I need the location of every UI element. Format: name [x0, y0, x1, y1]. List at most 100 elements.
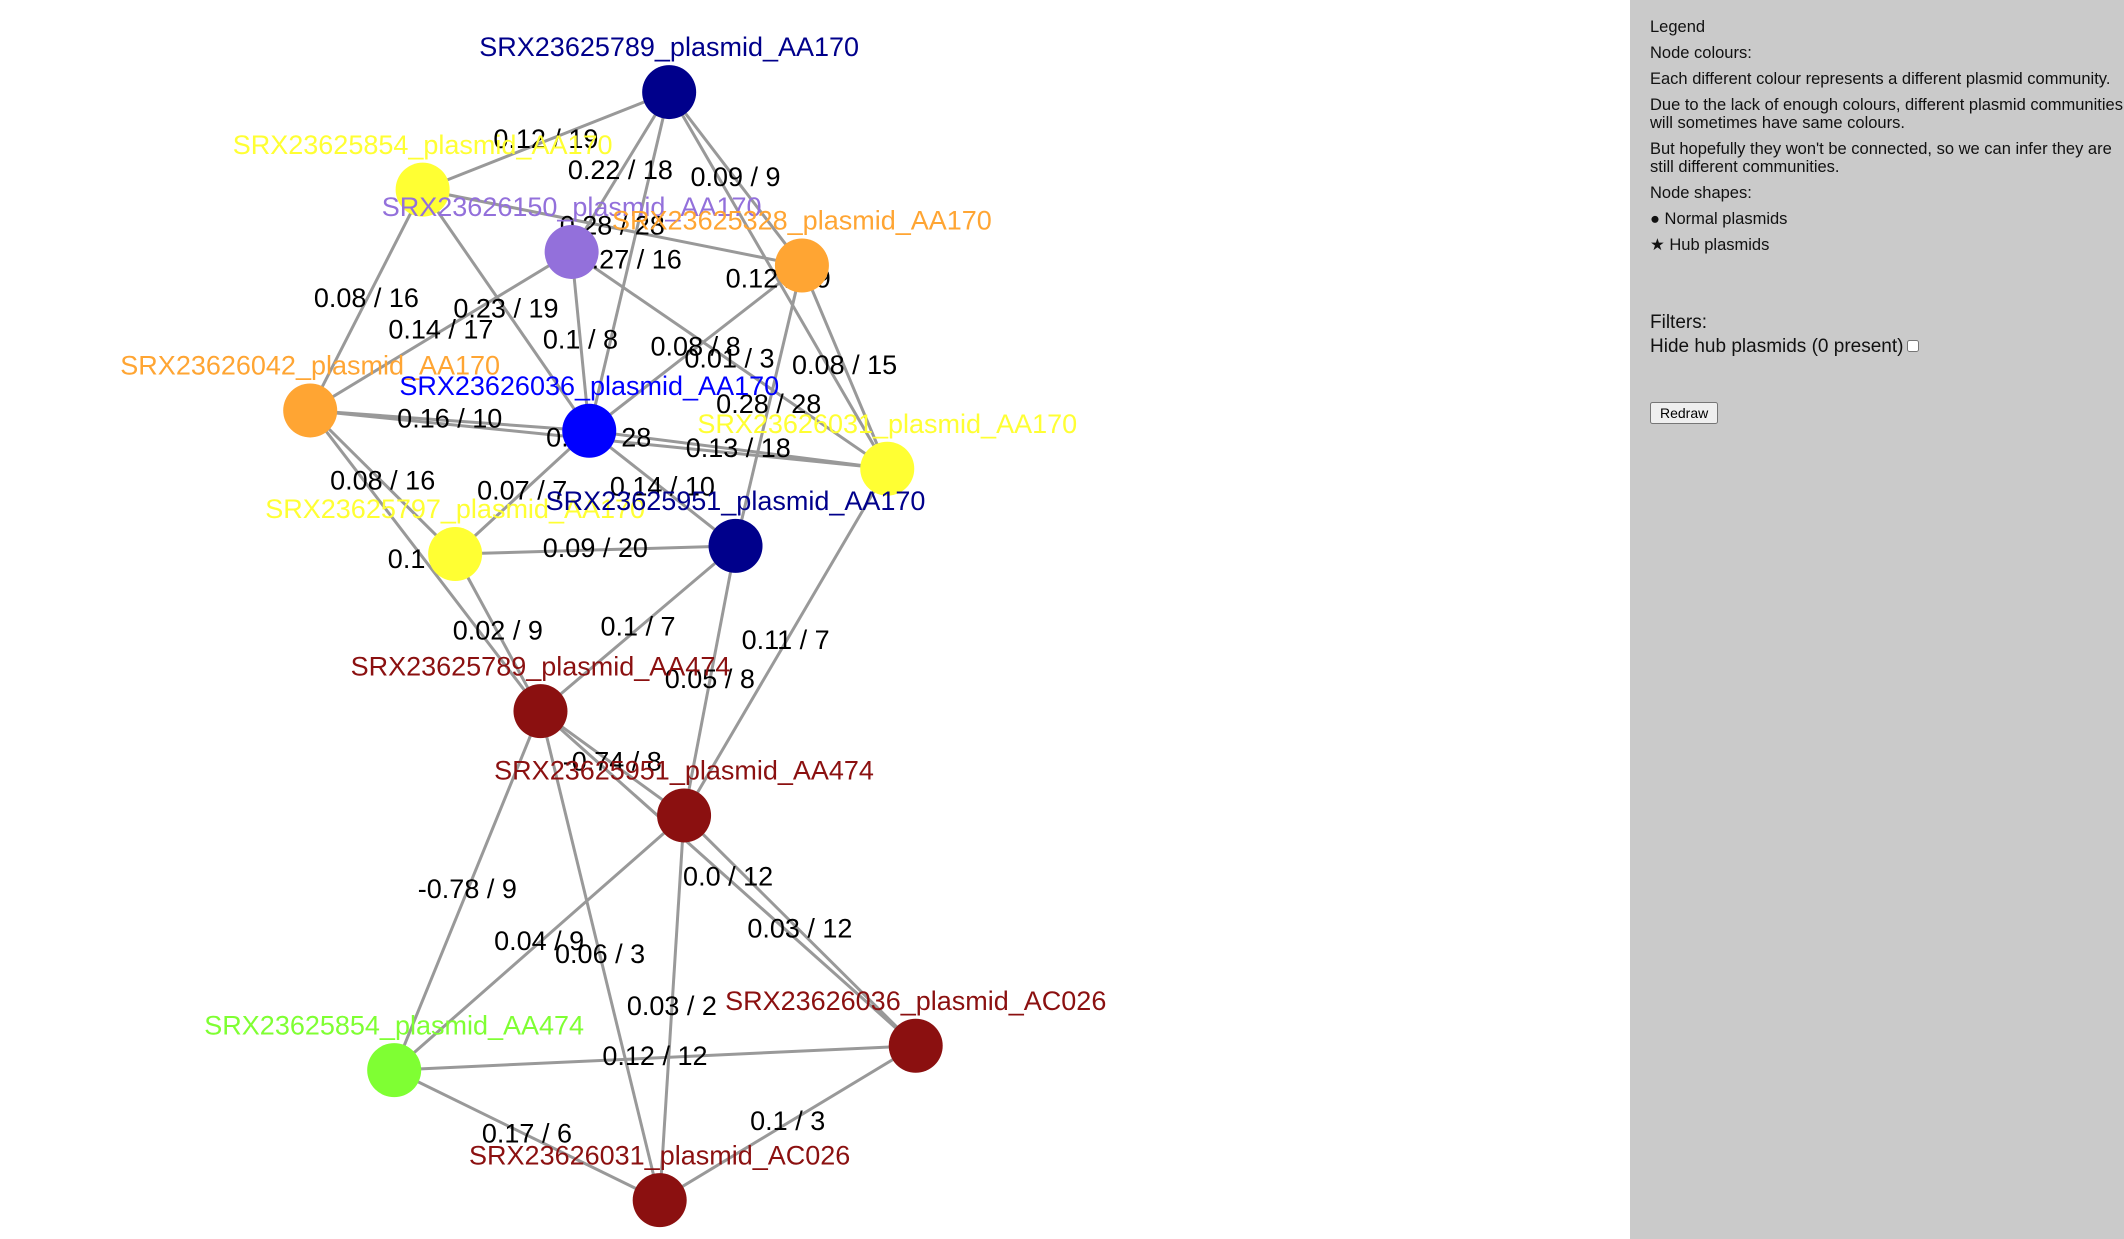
edge-label: 0.08 / 8 [651, 331, 741, 361]
legend-text: ★ Hub plasmids [1650, 236, 1770, 254]
edge-label: 0.12 / 12 [602, 1041, 707, 1071]
node [860, 441, 915, 496]
edge [800, 264, 889, 470]
edge-label: 0.02 / 9 [453, 616, 543, 646]
edge [308, 188, 424, 412]
filter-row: Hide hub plasmids (0 present) [1650, 336, 2124, 357]
edge [539, 710, 917, 1047]
edge [392, 710, 542, 1071]
node-label: SRX23625854_plasmid_AA170 [233, 130, 613, 160]
filters-title: Filters: [1650, 312, 1707, 333]
edge [570, 251, 591, 431]
node-label: SRX23625854_plasmid_AA474 [204, 1010, 584, 1040]
edge [539, 544, 737, 713]
node [888, 1018, 943, 1073]
edge-label: 0.09 / 9 [691, 162, 781, 192]
edge-label: 0.08 / 16 [314, 283, 419, 313]
node [774, 238, 829, 293]
node [395, 162, 450, 217]
edge [309, 409, 542, 713]
edge [588, 264, 803, 432]
node [642, 65, 697, 120]
edge-labels: -0.78 / 9 0.04 / 90.06 / 3 0.03 / 2 0.03 / … [314, 124, 897, 1148]
edge-label: 0.07 / 7 [477, 476, 567, 506]
legend-text: Due to the lack of enough colours, diffe… [1650, 96, 2123, 132]
edge [539, 709, 685, 817]
edge [539, 710, 662, 1201]
node-label: SRX23625797_plasmid_AA170 [265, 494, 645, 524]
node [544, 224, 599, 279]
edge [667, 91, 804, 267]
edge-label: 0.28 / 28 [716, 389, 821, 419]
node-label: SRX23626031_plasmid_AA170 [697, 409, 1077, 439]
edge-label: 0.06 / 3 [555, 939, 645, 969]
edge-label: 0.0 / 12 [683, 862, 773, 892]
node-label: SRX23625789_plasmid_AA170 [479, 32, 859, 62]
edge-label: 0.17 / 6 [482, 1118, 572, 1148]
edge-label: 0.11 / 7 [742, 625, 830, 655]
node [562, 403, 617, 458]
nodes: SRX23625789_plasmid_AA170 SRX23625854_pla… [120, 32, 1106, 1228]
edge-label: 0.1 / 8 [543, 324, 618, 354]
node [632, 1173, 687, 1228]
edge-label: 0.13 / 18 [686, 433, 791, 463]
edge [393, 814, 686, 1072]
node-label: SRX23626042_plasmid_AA170 [120, 351, 500, 381]
node [708, 518, 763, 573]
edge [421, 188, 591, 432]
edge-label: 0.03 / 12 [747, 914, 852, 944]
filter-label: Hide hub plasmids (0 present) [1650, 336, 1904, 357]
edge-label: 0.12 / 19 [493, 124, 598, 154]
edge-label: 0.04 / 9 [494, 926, 584, 956]
edges [308, 90, 917, 1202]
edge [422, 90, 670, 192]
node [428, 527, 483, 582]
edge-label: 0.01 / 3 [684, 343, 774, 373]
node-label: SRX23626031_plasmid_AC026 [469, 1140, 850, 1170]
edge-label: -0.74 / 8 [563, 746, 662, 776]
node-label: SRX23626036_plasmid_AA170 [399, 371, 779, 401]
edge-label: 0.16 / 10 [397, 404, 502, 434]
node-label: SRX23626036_plasmid_AC026 [725, 986, 1106, 1016]
edge-label: 0.1 / 3 [750, 1106, 825, 1136]
node-label: SRX23625328_plasmid_AA170 [612, 206, 992, 236]
network-graph: -0.78 / 9 0.04 / 90.06 / 3 0.03 / 2 0.03 / … [120, 32, 1106, 1228]
edge [570, 91, 671, 253]
edge [683, 814, 917, 1047]
edge-label: 0.14 / 10 [610, 471, 715, 501]
node [367, 1043, 422, 1098]
edge [394, 1044, 916, 1072]
node-label: SRX23625789_plasmid_AA474 [351, 651, 731, 681]
edge [734, 265, 804, 547]
edge-label: 0.09 / 20 [543, 533, 648, 563]
legend-heading: Node shapes: [1650, 184, 1752, 202]
node-label: SRX23625951_plasmid_AA170 [546, 486, 926, 516]
edge [453, 553, 542, 712]
edge [587, 91, 671, 432]
edge [682, 545, 738, 816]
edge [455, 544, 736, 556]
redraw-button[interactable]: Redraw [1650, 402, 1719, 424]
edge-label: 0.05 / 8 [665, 664, 755, 694]
legend-title: Legend [1650, 18, 1706, 36]
edge-label: 0.08 / 15 [792, 350, 897, 380]
edge [309, 409, 457, 556]
edge [393, 1068, 661, 1202]
hide-hub-checkbox[interactable] [1907, 340, 1920, 352]
legend-heading: Node colours: [1650, 44, 1752, 62]
edge [454, 429, 591, 556]
edge [588, 429, 737, 548]
side-panel: Legend Node colours: Each different colo… [1630, 0, 2124, 1239]
edge-label: 0.08 / 16 [330, 465, 435, 495]
edge [309, 250, 573, 412]
node [513, 684, 568, 739]
edge-label: 0.23 / 19 [453, 293, 558, 323]
edge [422, 188, 803, 267]
node [283, 383, 338, 438]
node-label: SRX23626150_plasmid_AA170 [382, 192, 762, 222]
legend-text: Each different colour represents a diffe… [1650, 70, 2111, 88]
node-label: SRX23625951_plasmid_AA474 [494, 756, 874, 786]
edge [658, 1044, 917, 1202]
edge-label: 0.1 / 7 [600, 612, 675, 642]
